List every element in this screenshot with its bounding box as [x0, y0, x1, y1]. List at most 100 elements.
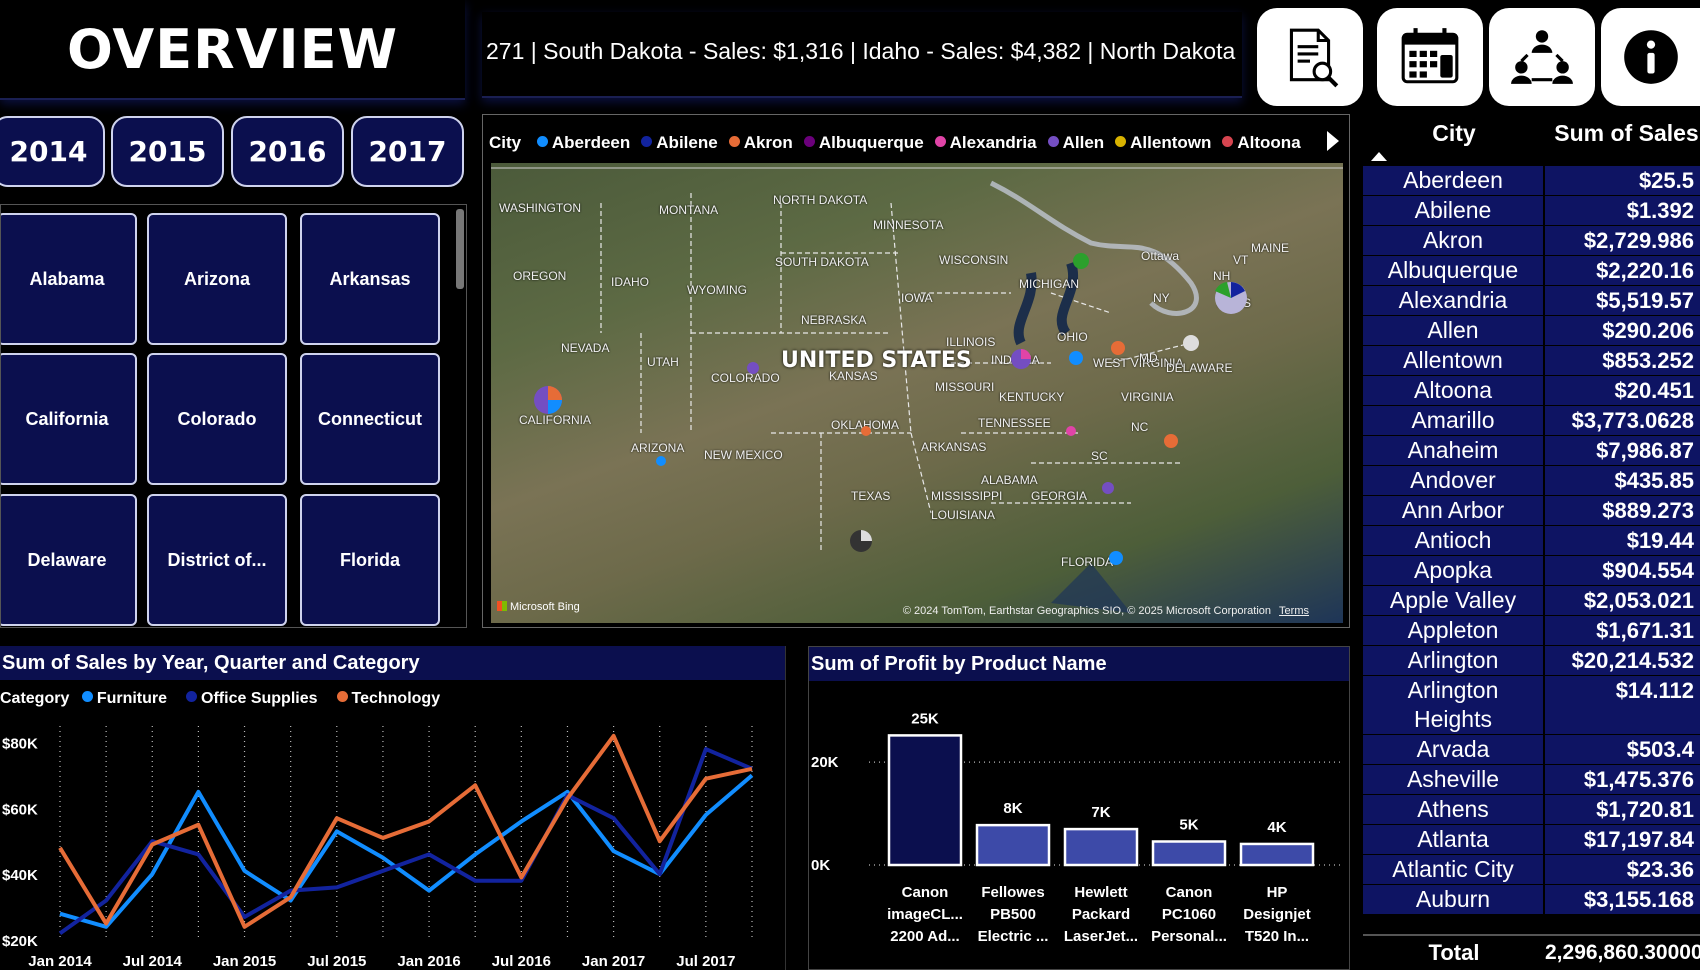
- map-legend-item[interactable]: Altoona: [1222, 133, 1301, 153]
- table-row[interactable]: Apopka $904.554: [1363, 556, 1700, 586]
- table-row[interactable]: Atlantic City $23.36: [1363, 855, 1700, 885]
- map-legend-item[interactable]: Allen: [1047, 133, 1105, 153]
- x-category-label: imageCL...: [887, 906, 963, 923]
- map-region-label: MONTANA: [659, 203, 719, 217]
- year-button-2014[interactable]: 2014: [0, 116, 105, 187]
- bar[interactable]: [1151, 840, 1227, 867]
- bar-data-label: 25K: [911, 710, 939, 727]
- series-line-office-supplies[interactable]: [58, 747, 753, 936]
- state-button-california[interactable]: California: [1, 353, 137, 485]
- table-row[interactable]: Amarillo $3,773.0628: [1363, 406, 1700, 436]
- table-row[interactable]: Aberdeen $25.5: [1363, 166, 1700, 196]
- bar[interactable]: [1239, 842, 1315, 867]
- table-row[interactable]: Auburn $3,155.168: [1363, 885, 1700, 915]
- map-legend-item[interactable]: Akron: [728, 133, 793, 153]
- table-row[interactable]: Alexandria $5,519.57: [1363, 286, 1700, 316]
- table-row[interactable]: Allentown $853.252: [1363, 346, 1700, 376]
- map-region-label: MAINE: [1251, 241, 1290, 255]
- state-button-arizona[interactable]: Arizona: [147, 213, 287, 345]
- state-button-connecticut[interactable]: Connecticut: [300, 353, 440, 485]
- state-button-delaware[interactable]: Delaware: [1, 494, 137, 626]
- sales-cell: $5,519.57: [1545, 286, 1700, 315]
- city-cell: Amarillo: [1363, 406, 1545, 435]
- table-row[interactable]: Asheville $1,475.376: [1363, 765, 1700, 795]
- map-region-label: FLORIDA: [1061, 555, 1114, 569]
- year-button-2016[interactable]: 2016: [231, 116, 344, 187]
- legend-next-arrow-icon[interactable]: [1327, 131, 1339, 151]
- sales-cell: $14.112: [1545, 676, 1700, 734]
- map-region-label: SOUTH DAKOTA: [775, 255, 869, 269]
- table-total-row: Total 2,296,860.300003: [1363, 934, 1700, 970]
- map-legend-item[interactable]: Aberdeen: [536, 133, 630, 153]
- table-row[interactable]: Athens $1,720.81: [1363, 795, 1700, 825]
- info-button[interactable]: [1601, 8, 1700, 106]
- pie-marker-nc: [1164, 434, 1178, 448]
- state-button-florida[interactable]: Florida: [300, 494, 440, 626]
- sales-by-quarter-chart: Sum of Sales by Year, Quarter and Catego…: [0, 646, 786, 970]
- line-legend-item[interactable]: Furniture: [81, 690, 167, 708]
- sort-ascending-icon[interactable]: [1371, 152, 1387, 161]
- table-row[interactable]: Appleton $1,671.31: [1363, 616, 1700, 646]
- table-row[interactable]: Apple Valley $2,053.021: [1363, 586, 1700, 616]
- map-legend-item[interactable]: Albuquerque: [803, 133, 924, 153]
- column-header-sales[interactable]: Sum of Sales: [1554, 120, 1699, 146]
- city-map-visual: City Aberdeen Abilene Akron Albuquerque Alex…: [482, 114, 1350, 628]
- state-button-district-of-columbia[interactable]: District of...: [147, 494, 287, 626]
- bar-chart-plot[interactable]: 0K 20K 25K Canon imageCL... 2200 Ad... 8K Fello…: [809, 681, 1349, 969]
- city-cell: Aberdeen: [1363, 166, 1545, 195]
- city-cell: Arlington Heights: [1363, 676, 1545, 734]
- column-header-city[interactable]: City: [1432, 120, 1476, 146]
- map-legend-item[interactable]: Abilene: [641, 133, 718, 153]
- legend-label: Office Supplies: [201, 690, 318, 707]
- table-row[interactable]: Andover $435.85: [1363, 466, 1700, 496]
- y-tick-label: $40K: [2, 867, 38, 884]
- line-legend-item[interactable]: Technology: [336, 690, 440, 708]
- table-row[interactable]: Albuquerque $2,220.16: [1363, 256, 1700, 286]
- table-row[interactable]: Allen $290.206: [1363, 316, 1700, 346]
- table-row[interactable]: Anaheim $7,986.87: [1363, 436, 1700, 466]
- legend-dot-icon: [81, 691, 93, 702]
- network-button[interactable]: [1489, 8, 1595, 106]
- legend-label: Allen: [1062, 133, 1105, 152]
- calendar-button[interactable]: [1377, 8, 1483, 106]
- city-cell: Akron: [1363, 226, 1545, 255]
- table-row[interactable]: Arvada $503.4: [1363, 735, 1700, 765]
- terms-link[interactable]: Terms: [1279, 605, 1309, 617]
- city-cell: Atlanta: [1363, 825, 1545, 854]
- map-region-label: Ottawa: [1141, 249, 1180, 263]
- report-button[interactable]: [1257, 8, 1363, 106]
- table-row[interactable]: Altoona $20.451: [1363, 376, 1700, 406]
- table-row[interactable]: Antioch $19.44: [1363, 526, 1700, 556]
- legend-dot-icon: [934, 136, 946, 147]
- line-chart-title: Sum of Sales by Year, Quarter and Catego…: [0, 646, 785, 680]
- map-legend-item[interactable]: Alexandria: [934, 133, 1037, 153]
- series-line-furniture[interactable]: [59, 773, 754, 929]
- state-button-colorado[interactable]: Colorado: [147, 353, 287, 485]
- state-button-alabama[interactable]: Alabama: [1, 213, 137, 345]
- state-slicer-scrollbar[interactable]: [456, 209, 464, 289]
- table-row[interactable]: Akron $2,729.986: [1363, 226, 1700, 256]
- bar[interactable]: [1063, 827, 1139, 867]
- year-button-2015[interactable]: 2015: [111, 116, 224, 187]
- line-legend-item[interactable]: Office Supplies: [186, 690, 318, 708]
- table-row[interactable]: Arlington Heights $14.112: [1363, 676, 1700, 735]
- sales-cell: $25.5: [1545, 166, 1700, 195]
- city-pie-markers[interactable]: [491, 163, 1343, 623]
- series-line-technology[interactable]: [58, 733, 753, 929]
- map-region-label: NEW MEXICO: [704, 448, 783, 462]
- sales-cell: $503.4: [1545, 735, 1700, 764]
- legend-label: Albuquerque: [818, 133, 924, 152]
- map-canvas[interactable]: WASHINGTON MONTANA NORTH DAKOTA MINNESOTA OR…: [491, 163, 1343, 623]
- bar[interactable]: [887, 734, 963, 867]
- sales-cell: $1,720.81: [1545, 795, 1700, 824]
- map-legend-item[interactable]: Allentown: [1115, 133, 1211, 153]
- table-row[interactable]: Ann Arbor $889.273: [1363, 496, 1700, 526]
- table-row[interactable]: Atlanta $17,197.84: [1363, 825, 1700, 855]
- line-chart-plot[interactable]: $20K $40K $60K $80K Jan 2014 Jul 2014 Jan 2015…: [0, 716, 786, 970]
- year-button-2017[interactable]: 2017: [351, 116, 464, 187]
- table-row[interactable]: Arlington $20,214.532: [1363, 646, 1700, 676]
- bar[interactable]: [975, 823, 1051, 867]
- table-row[interactable]: Abilene $1.392: [1363, 196, 1700, 226]
- x-category-label: Packard: [1072, 906, 1130, 923]
- state-button-arkansas[interactable]: Arkansas: [300, 213, 440, 345]
